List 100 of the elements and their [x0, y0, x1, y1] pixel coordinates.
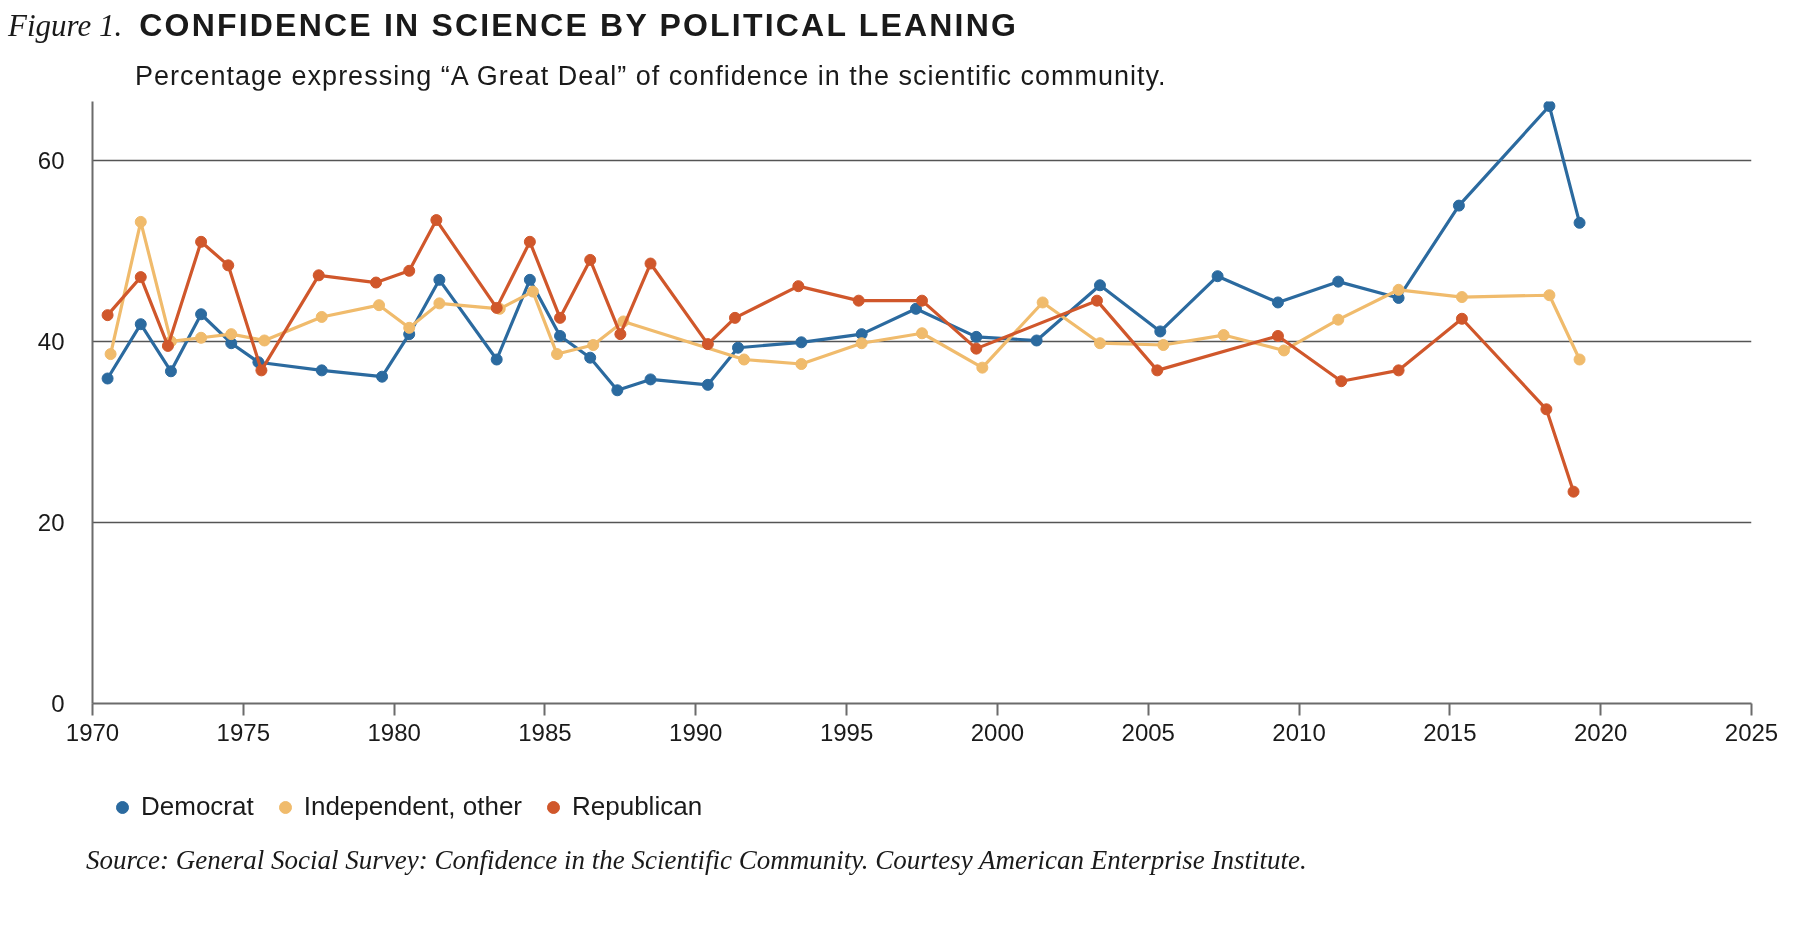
point: [1277, 344, 1290, 357]
point: [1157, 339, 1170, 351]
x-tick-label: 1990: [669, 718, 723, 746]
point: [1335, 375, 1348, 388]
point: [1151, 364, 1164, 377]
point: [523, 235, 536, 248]
chart-subtitle: Percentage expressing “A Great Deal” of confidence in the scientific community.: [134, 60, 1167, 92]
legend-label: Republican: [572, 791, 703, 822]
point: [587, 339, 600, 351]
point: [1573, 353, 1586, 366]
point: [195, 308, 208, 321]
x-tick-label: 2025: [1724, 718, 1779, 746]
point: [701, 338, 714, 351]
point: [101, 309, 114, 322]
point: [1332, 313, 1345, 326]
point: [728, 311, 741, 324]
point: [195, 235, 208, 248]
point: [1271, 296, 1284, 309]
point: [554, 311, 567, 324]
x-tick-label: 1975: [216, 718, 271, 746]
point: [1540, 403, 1553, 416]
point: [312, 269, 325, 282]
point: [1093, 279, 1106, 292]
point: [1543, 101, 1556, 113]
point: [795, 336, 808, 349]
point: [101, 372, 114, 385]
point: [554, 329, 567, 342]
point: [611, 384, 624, 397]
point: [134, 318, 147, 331]
point: [161, 339, 174, 352]
point: [916, 327, 928, 340]
point: [792, 280, 805, 293]
x-tick-label: 1985: [518, 718, 572, 746]
point: [1211, 270, 1224, 283]
x-tick-label: 2000: [970, 718, 1025, 746]
point: [1392, 283, 1405, 296]
y-tick-label: 60: [37, 146, 65, 174]
point: [222, 259, 235, 272]
point: [104, 348, 117, 361]
point: [255, 364, 268, 377]
point: [1090, 294, 1103, 307]
point: [403, 321, 416, 334]
point: [523, 273, 536, 286]
point: [1452, 199, 1465, 212]
point: [1455, 291, 1468, 304]
point: [584, 253, 597, 266]
y-tick-label: 40: [37, 327, 65, 355]
point: [1154, 325, 1167, 338]
point: [970, 342, 983, 355]
point: [551, 348, 564, 361]
caption: Figure 1.: [8, 8, 123, 43]
x-tick-label: 1980: [367, 718, 421, 746]
x-tick-label: 2015: [1423, 718, 1477, 746]
legend-label: Democrat: [141, 791, 254, 822]
point: [376, 370, 389, 383]
point: [225, 328, 238, 341]
point: [976, 361, 989, 374]
point: [852, 294, 865, 307]
point: [1030, 334, 1043, 347]
point: [433, 297, 446, 310]
point: [584, 351, 597, 364]
y-tick-label: 0: [51, 690, 65, 717]
point: [732, 341, 744, 354]
point: [1392, 364, 1405, 377]
point: [1567, 485, 1580, 498]
point: [644, 373, 657, 386]
point: [490, 353, 503, 366]
point: [701, 378, 714, 391]
point: [526, 285, 539, 298]
x-tick-label: 2005: [1121, 718, 1175, 746]
y-tick-label: 20: [37, 508, 65, 536]
point: [134, 271, 147, 284]
point: [430, 214, 443, 227]
x-tick-label: 1995: [819, 718, 874, 746]
source-note: Source: General Social Survey: Confidence in the Scientific Community. Courtesy American Enterprise Institute.: [85, 844, 1307, 875]
point: [1543, 289, 1556, 302]
point: [258, 334, 271, 347]
point: [916, 294, 928, 307]
point: [970, 330, 983, 343]
point: [315, 364, 328, 377]
point: [614, 328, 627, 341]
point: [370, 276, 383, 289]
point: [1093, 337, 1106, 350]
point: [1573, 216, 1586, 229]
point: [164, 365, 177, 378]
legend-label: Independent, other: [303, 791, 522, 822]
point: [315, 310, 328, 323]
point: [403, 264, 416, 277]
point: [909, 302, 922, 315]
point: [1271, 329, 1284, 342]
point: [1332, 275, 1345, 288]
point: [795, 358, 808, 371]
point: [1455, 312, 1468, 325]
point: [1036, 296, 1049, 309]
chart-title: CONFIDENCE IN SCIENCE BY POLITICAL LEANING: [139, 7, 1019, 43]
point: [195, 331, 208, 344]
point: [433, 273, 446, 286]
point: [644, 257, 657, 270]
point: [1217, 329, 1230, 342]
point: [738, 353, 751, 366]
